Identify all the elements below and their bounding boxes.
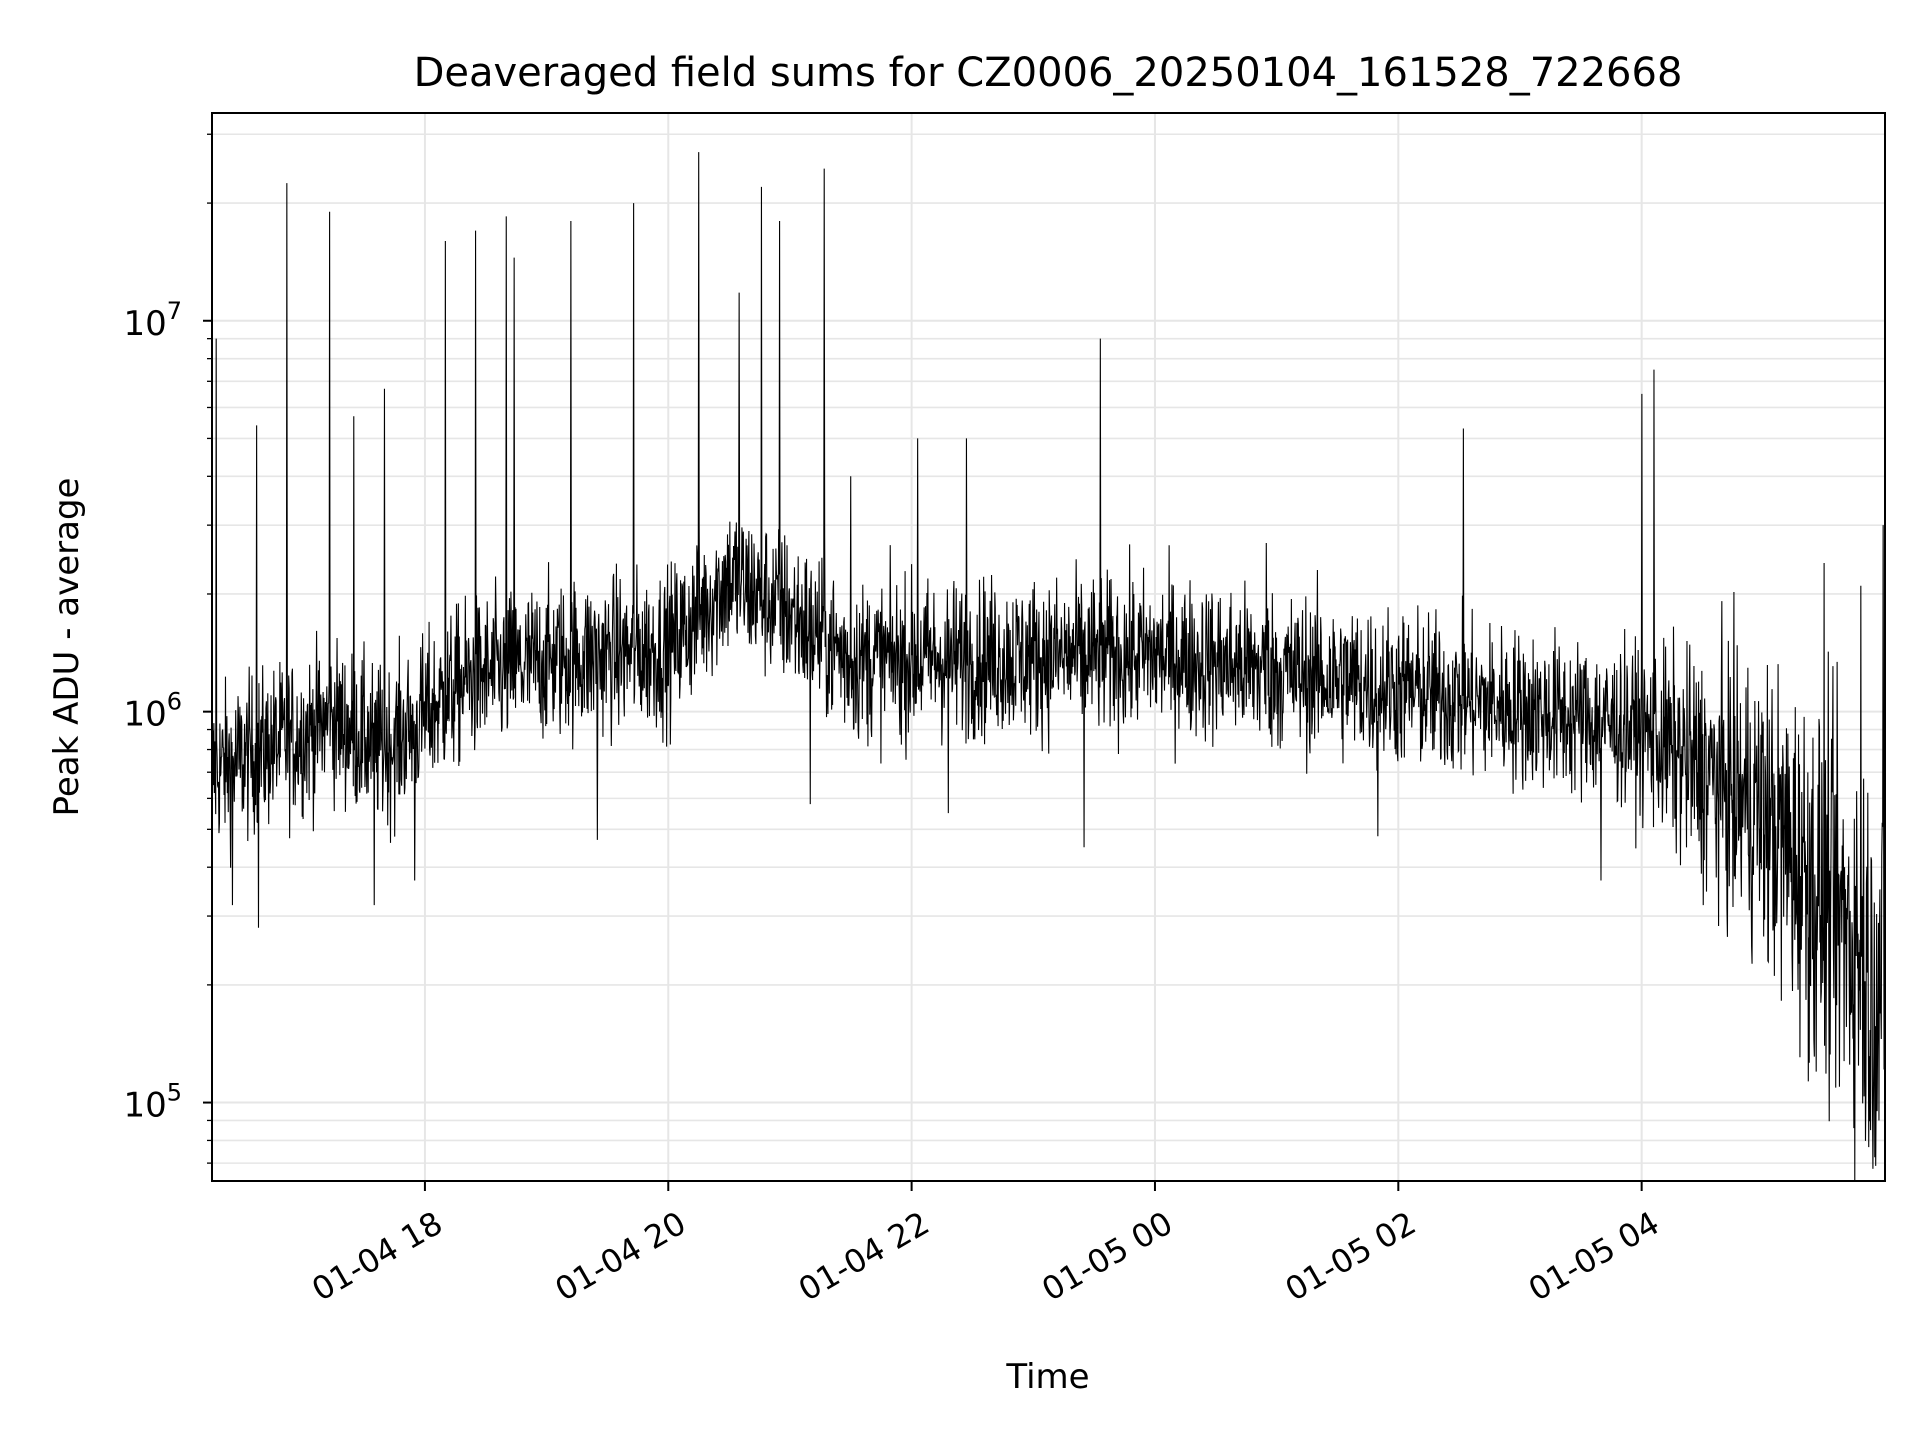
chart-title: Deaveraged field sums for CZ0006_2025010… (414, 50, 1683, 96)
x-axis: 01-04 18 01-04 20 01-04 22 01-05 00 01-05 02… (305, 1181, 1666, 1309)
y-axis-label: Peak ADU - average (47, 478, 87, 817)
y-tick-label: 107 (123, 297, 182, 344)
x-tick-label: 01-05 00 (1035, 1204, 1179, 1309)
x-tick-label: 01-04 22 (792, 1204, 936, 1309)
series-line (211, 152, 1886, 1182)
x-tick-label: 01-05 04 (1522, 1204, 1666, 1309)
y-axis: 105 106 107 (123, 133, 212, 1164)
plot-area (211, 152, 1886, 1182)
y-tick-label: 105 (123, 1079, 182, 1126)
x-tick-label: 01-05 02 (1279, 1204, 1423, 1309)
y-tick-label: 106 (123, 688, 182, 735)
x-tick-label: 01-04 20 (549, 1204, 693, 1309)
x-tick-label: 01-04 18 (305, 1204, 449, 1309)
x-axis-label: Time (1005, 1357, 1089, 1397)
plot-frame (211, 112, 1886, 1182)
